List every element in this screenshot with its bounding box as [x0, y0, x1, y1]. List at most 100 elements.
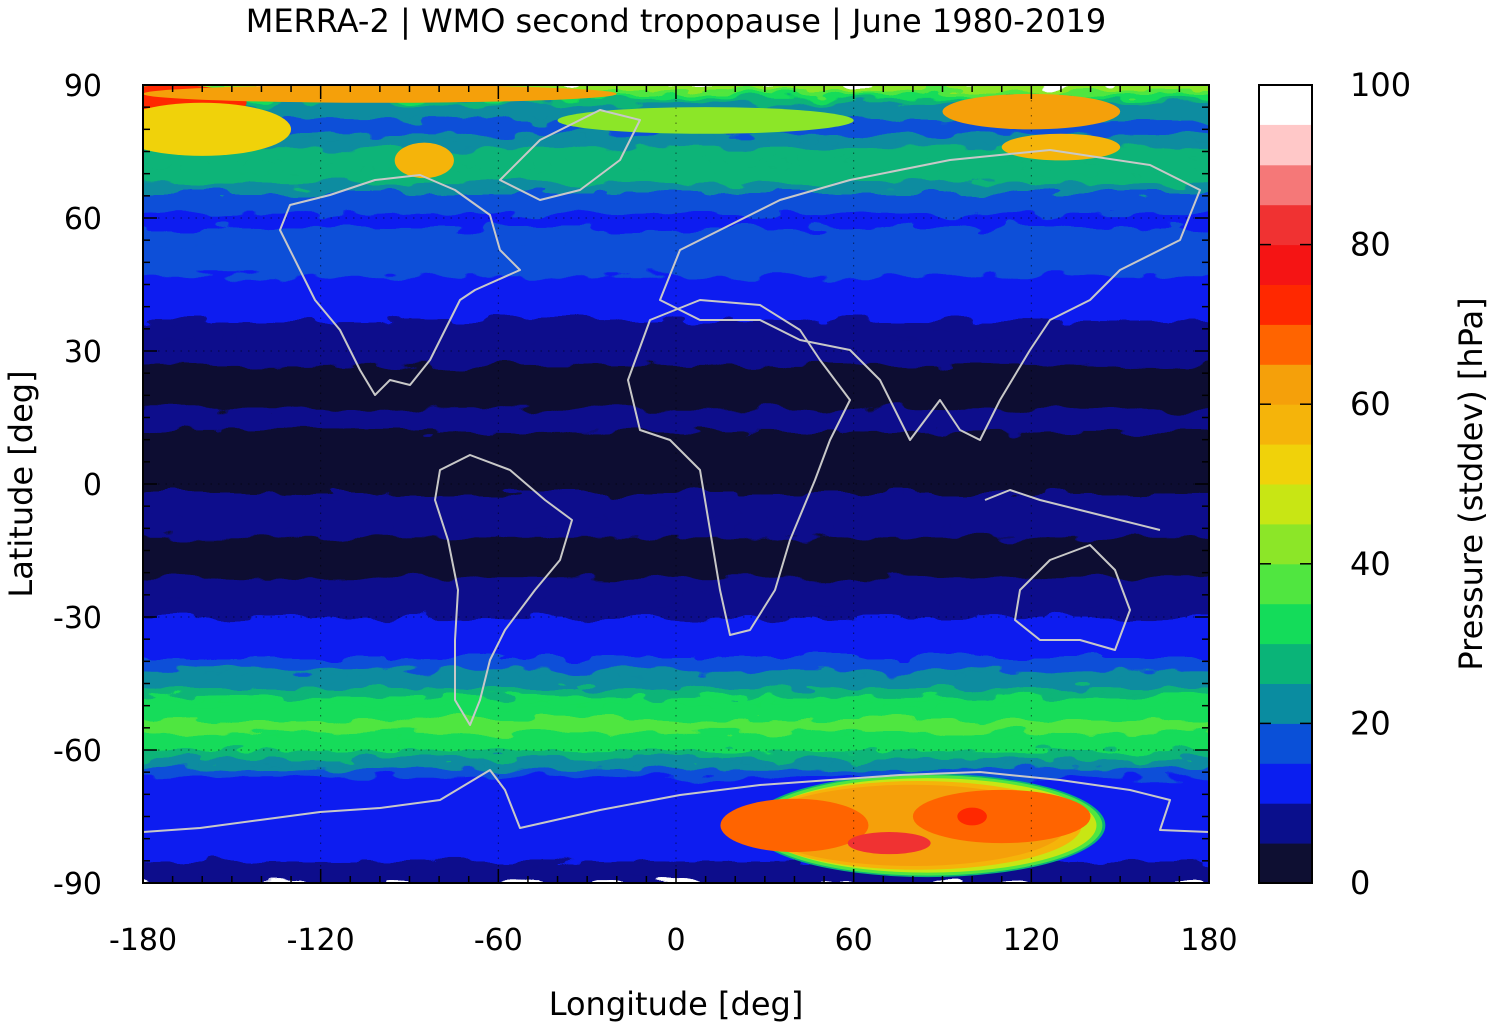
- colorbar-frame: [1258, 84, 1313, 884]
- map-plot-area: [143, 85, 1209, 883]
- field-band: [143, 749, 1209, 756]
- x-tick-label: 0: [666, 923, 685, 958]
- field-band: [143, 434, 1209, 441]
- arctic-maximum: [143, 102, 292, 156]
- field-band: [143, 767, 1209, 773]
- field-band: [143, 634, 1209, 640]
- field-band: [143, 381, 1209, 388]
- field-band: [143, 199, 1209, 206]
- field-band: [143, 722, 1209, 729]
- y-tick-label: -90: [53, 867, 102, 902]
- colorbar-segment: [1259, 723, 1312, 764]
- field-band: [143, 820, 1209, 826]
- field-band: [143, 137, 1209, 144]
- field-band: [143, 789, 1209, 795]
- chart-title: MERRA-2 | WMO second tropopause | June 1…: [246, 2, 1107, 40]
- colorbar-segment: [1259, 204, 1312, 246]
- field-band: [143, 687, 1209, 693]
- y-tick-label: 30: [64, 335, 102, 370]
- field-band: [143, 181, 1209, 188]
- field-band: [143, 456, 1209, 463]
- colorbar-segment: [1259, 763, 1312, 804]
- field-band: [143, 594, 1209, 600]
- field-band: [143, 408, 1209, 414]
- field-band: [143, 784, 1209, 791]
- field-band: [143, 864, 1209, 871]
- field-band: [143, 168, 1209, 175]
- arctic-maximum: [1001, 133, 1121, 161]
- field-band: [143, 665, 1209, 671]
- field-band: [143, 328, 1209, 334]
- field-band: [143, 580, 1209, 587]
- field-band: [143, 470, 1209, 476]
- x-tick-label: 120: [1003, 923, 1060, 958]
- field-band: [143, 860, 1209, 866]
- x-tick-labels: -180 -120 -60 0 60 120 180: [109, 923, 1238, 958]
- field-band: [143, 807, 1209, 813]
- y-tick-label: 90: [64, 69, 102, 104]
- field-band: [143, 842, 1209, 849]
- field-band: [143, 186, 1209, 192]
- field-band: [143, 146, 1209, 153]
- field-band: [143, 815, 1209, 822]
- field-band: [143, 461, 1209, 467]
- field-band: [143, 846, 1209, 853]
- coastline-south-america: [434, 454, 573, 726]
- field-band: [143, 230, 1209, 237]
- colorbar: 0 20 40 60 80 100 Pressure (stddev) [hPa…: [1258, 66, 1490, 902]
- grid-lines: [143, 85, 1209, 883]
- field-band: [143, 483, 1209, 490]
- field-band: [143, 554, 1209, 560]
- coastline-antarctica: [143, 769, 1209, 833]
- colorbar-segment: [1259, 284, 1312, 325]
- colorbar-segment: [1259, 444, 1312, 485]
- field-band: [143, 297, 1209, 303]
- field-band: [143, 643, 1209, 649]
- field-band: [143, 155, 1209, 161]
- field-band: [143, 142, 1209, 148]
- field-band: [143, 514, 1209, 521]
- colorbar-segment: [1259, 803, 1312, 844]
- y-tick-label: -60: [53, 734, 102, 769]
- colorbar-tick-label: 40: [1350, 545, 1391, 583]
- field-band: [143, 226, 1209, 232]
- coastline-greenland: [499, 109, 641, 201]
- field-band: [143, 190, 1209, 197]
- field-band: [143, 133, 1209, 139]
- field-band: [143, 279, 1209, 286]
- field-band: [143, 549, 1209, 556]
- field-band: [143, 492, 1209, 498]
- field-band: [143, 159, 1209, 166]
- field-band: [143, 518, 1209, 525]
- colorbar-segment: [1259, 484, 1312, 525]
- field-band: [143, 478, 1209, 485]
- colorbar-ticks: [1259, 84, 1312, 884]
- field-band: [143, 399, 1209, 405]
- y-tick-label: -30: [53, 601, 102, 636]
- x-tick-label: 60: [835, 923, 873, 958]
- field-band: [143, 696, 1209, 702]
- field-band: [143, 838, 1209, 844]
- field-band: [143, 239, 1209, 246]
- arctic-maximum: [557, 107, 854, 134]
- field-band: [143, 576, 1209, 583]
- field-band: [143, 337, 1209, 343]
- field-band: [143, 532, 1209, 538]
- field-band: [143, 266, 1209, 272]
- field-band: [143, 651, 1209, 658]
- field-band: [143, 439, 1209, 445]
- field-band: [143, 261, 1209, 268]
- field-band: [143, 669, 1209, 676]
- field-band: [143, 762, 1209, 769]
- x-tick-label: -120: [287, 923, 355, 958]
- field-band: [143, 332, 1209, 339]
- colorbar-tick-label: 80: [1350, 226, 1391, 264]
- colorbar-segment: [1259, 124, 1312, 166]
- colorbar-segment: [1259, 563, 1312, 605]
- coastline-eurasia: [659, 149, 1201, 441]
- field-band: [143, 771, 1209, 778]
- data-feature-layer: [143, 85, 1121, 878]
- field-band: [143, 323, 1209, 330]
- colorbar-tick-label: 100: [1350, 66, 1411, 104]
- field-band: [143, 359, 1209, 365]
